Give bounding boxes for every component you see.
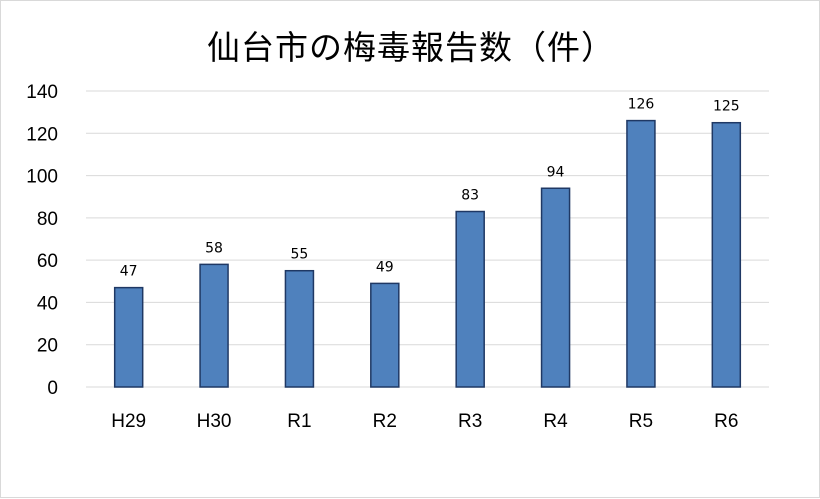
x-tick-label: H29 [111, 411, 146, 432]
y-tick-label: 20 [37, 336, 58, 357]
y-tick-label: 60 [37, 251, 58, 272]
x-axis-ticks: H29 H30 R1 R2 R3 R4 R5 R6 [111, 411, 738, 432]
x-tick-label: R3 [458, 411, 482, 432]
data-label: 47 [120, 264, 138, 280]
bar-R1 [284, 269, 315, 388]
y-tick-label: 0 [47, 378, 58, 399]
bar-R3 [455, 210, 485, 388]
data-labels: 47 58 55 49 83 94 126 125 [120, 97, 740, 280]
y-tick-label: 80 [37, 209, 58, 230]
y-tick-label: 100 [26, 167, 58, 188]
bar-R4 [540, 187, 571, 388]
gridlines [86, 90, 769, 388]
x-tick-label: R5 [629, 411, 653, 432]
y-axis-ticks: 0 20 40 60 80 100 120 140 [26, 82, 58, 399]
x-tick-label: H30 [197, 411, 232, 432]
data-label: 94 [547, 164, 565, 180]
x-tick-label: R1 [287, 411, 311, 432]
y-tick-label: 40 [37, 293, 58, 314]
y-tick-label: 140 [26, 82, 58, 103]
bars [113, 119, 742, 388]
data-label: 83 [461, 188, 479, 204]
bar-H29 [113, 286, 144, 388]
x-tick-label: R2 [373, 411, 397, 432]
bar-R5 [626, 119, 656, 388]
chart-title: 仙台市の梅毒報告数（件） [207, 28, 615, 67]
bar-R2 [370, 282, 400, 388]
x-tick-label: R6 [714, 411, 738, 432]
data-label: 125 [713, 99, 740, 115]
data-label: 58 [205, 240, 223, 256]
bar-H30 [199, 263, 229, 388]
data-label: 55 [291, 247, 309, 263]
x-tick-label: R4 [543, 411, 568, 432]
y-tick-label: 120 [26, 124, 58, 145]
data-label: 49 [376, 259, 394, 275]
data-label: 126 [628, 97, 655, 113]
bar-R6 [711, 121, 742, 388]
